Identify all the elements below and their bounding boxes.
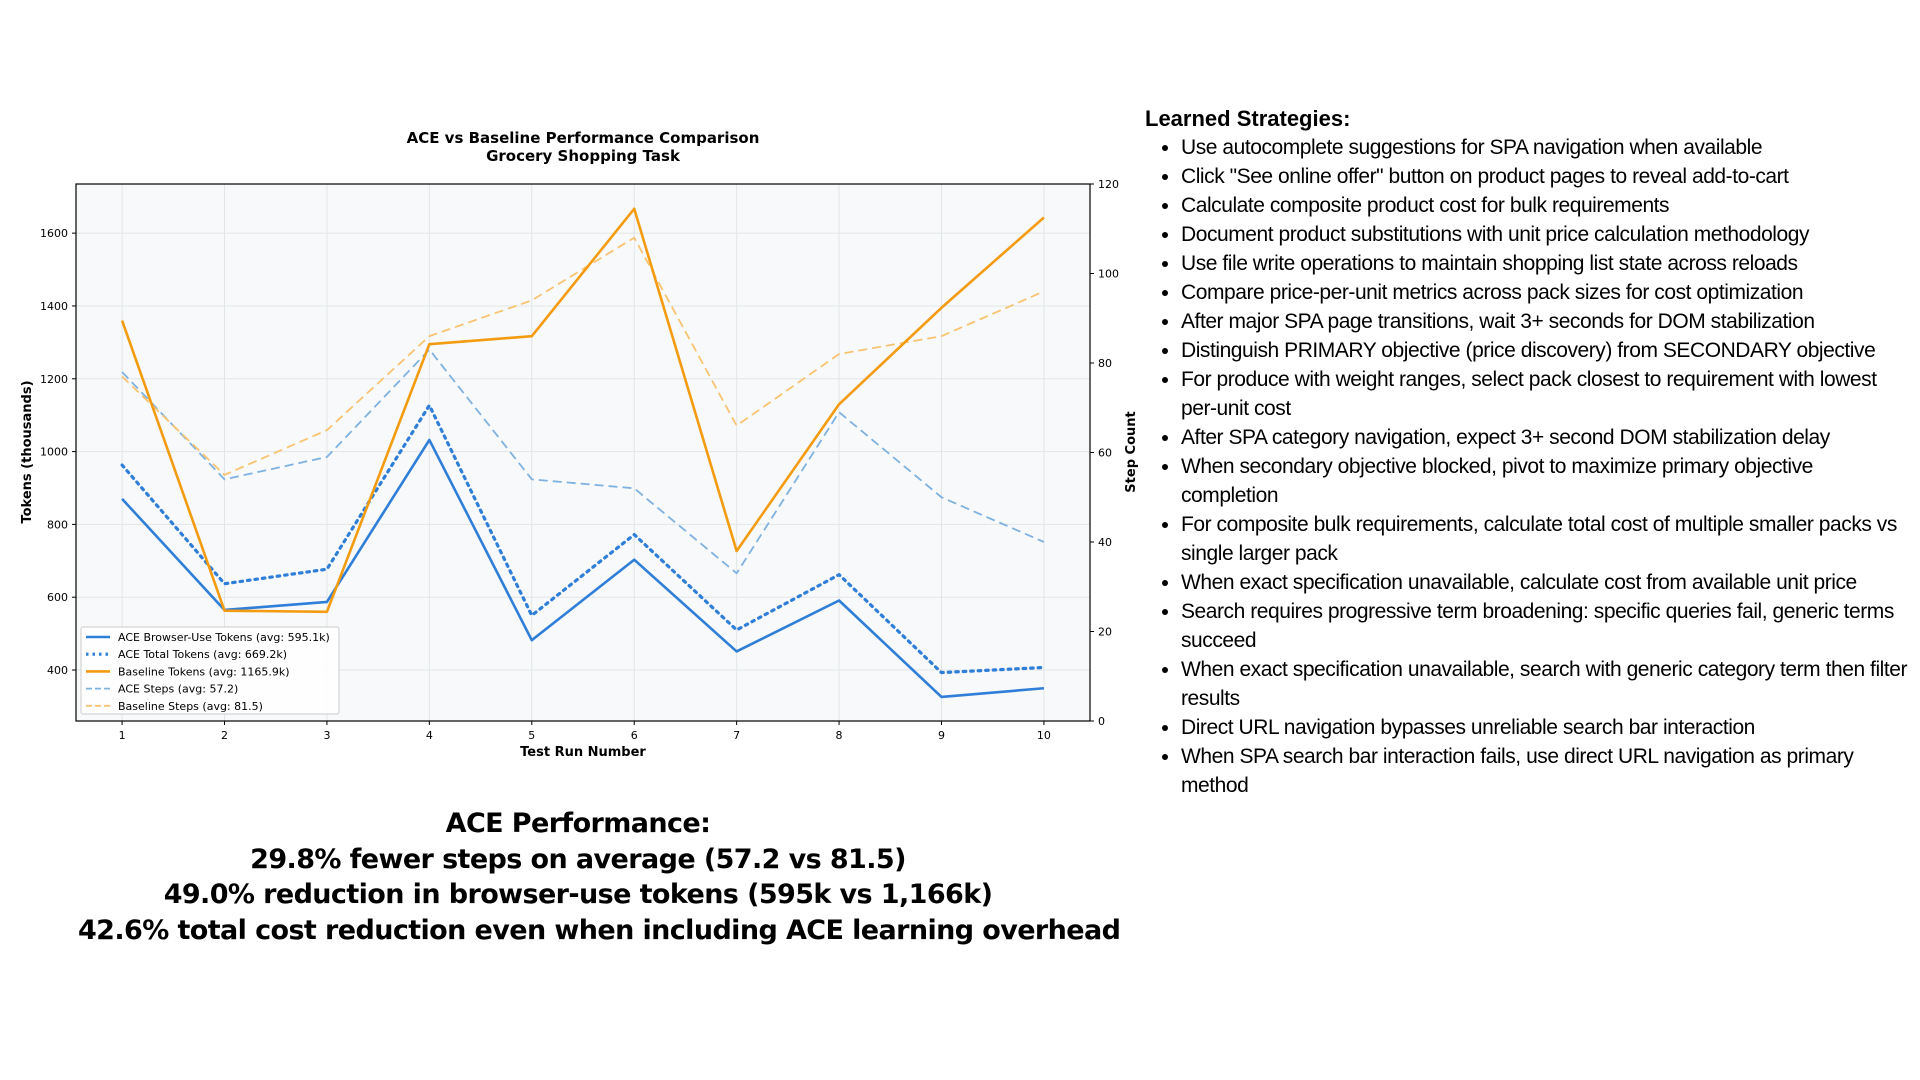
- y-right-tick-label: 20: [1098, 626, 1112, 639]
- strategy-item: When exact specification unavailable, ca…: [1181, 568, 1915, 597]
- x-tick-label: 9: [938, 729, 945, 742]
- strategy-item: Document product substitutions with unit…: [1181, 220, 1915, 249]
- y-axis-right-label: Step Count: [1124, 411, 1139, 492]
- performance-chart: ACE vs Baseline Performance Comparison G…: [20, 129, 1139, 760]
- x-tick-label: 8: [836, 729, 843, 742]
- y-right-tick-label: 120: [1098, 178, 1119, 191]
- summary-title: ACE Performance:: [445, 808, 711, 839]
- y-right-tick-label: 60: [1098, 447, 1112, 460]
- strategy-item: After SPA category navigation, expect 3+…: [1181, 423, 1915, 452]
- legend-label: ACE Steps (avg: 57.2): [118, 683, 238, 696]
- y-tick-label: 600: [47, 591, 68, 604]
- x-axis-label: Test Run Number: [520, 745, 646, 760]
- strategy-item: Calculate composite product cost for bul…: [1181, 191, 1915, 220]
- y-right-tick-label: 100: [1098, 268, 1119, 281]
- x-tick-label: 5: [528, 729, 535, 742]
- legend-label: Baseline Tokens (avg: 1165.9k): [118, 665, 290, 678]
- strategy-item: Search requires progressive term broaden…: [1181, 597, 1915, 655]
- strategy-item: Click "See online offer" button on produ…: [1181, 162, 1915, 191]
- x-tick-label: 1: [119, 729, 126, 742]
- strategy-item: Use autocomplete suggestions for SPA nav…: [1181, 133, 1915, 162]
- grid: [76, 184, 1090, 721]
- strategy-item: Compare price-per-unit metrics across pa…: [1181, 278, 1915, 307]
- legend-label: ACE Total Tokens (avg: 669.2k): [118, 648, 287, 661]
- y-right-tick-label: 80: [1098, 357, 1112, 370]
- y-tick-label: 1400: [40, 300, 68, 313]
- strategy-item: When exact specification unavailable, se…: [1181, 655, 1915, 713]
- summary-line: 29.8% fewer steps on average (57.2 vs 81…: [250, 843, 906, 875]
- performance-summary: ACE Performance: 29.8% fewer steps on av…: [78, 806, 1121, 948]
- y-right-tick-label: 40: [1098, 536, 1112, 549]
- strategy-item: When SPA search bar interaction fails, u…: [1181, 742, 1915, 800]
- x-tick-label: 4: [426, 729, 433, 742]
- x-tick-label: 10: [1037, 729, 1051, 742]
- summary-line: 49.0% reduction in browser-use tokens (5…: [163, 879, 993, 910]
- y-tick-label: 1200: [40, 373, 68, 386]
- strategy-item: For composite bulk requirements, calcula…: [1181, 510, 1915, 568]
- summary-line: 42.6% total cost reduction even when inc…: [78, 914, 1121, 946]
- legend: ACE Browser-Use Tokens (avg: 595.1k) ACE …: [80, 626, 340, 715]
- strategy-item: When secondary objective blocked, pivot …: [1181, 452, 1915, 510]
- strategies-list: Use autocomplete suggestions for SPA nav…: [1145, 133, 1915, 800]
- y-tick-label: 1000: [40, 446, 68, 459]
- legend-box: [80, 626, 340, 715]
- strategy-item: Direct URL navigation bypasses unreliabl…: [1181, 713, 1915, 742]
- strategies-title: Learned Strategies:: [1145, 106, 1351, 131]
- y-right-tick-label: 0: [1098, 715, 1105, 728]
- series-line: [121, 236, 1045, 476]
- series-lines: [120, 207, 1046, 699]
- x-tick-label: 3: [323, 729, 330, 742]
- chart-subtitle: Grocery Shopping Task: [486, 147, 681, 165]
- series-line: [121, 438, 1045, 699]
- x-tick-label: 2: [221, 729, 228, 742]
- strategy-item: Distinguish PRIMARY objective (price dis…: [1181, 336, 1915, 365]
- x-tick-label: 7: [733, 729, 740, 742]
- y-tick-label: 800: [47, 518, 68, 531]
- chart-title: ACE vs Baseline Performance Comparison: [407, 129, 760, 147]
- y-tick-label: 1600: [40, 227, 68, 240]
- x-tick-label: 6: [631, 729, 638, 742]
- legend-label: ACE Browser-Use Tokens (avg: 595.1k): [118, 631, 330, 644]
- legend-label: Baseline Steps (avg: 81.5): [118, 700, 263, 713]
- learned-strategies: Learned Strategies: Use autocomplete sug…: [1145, 104, 1915, 800]
- strategy-item: Use file write operations to maintain sh…: [1181, 249, 1915, 278]
- series-line: [121, 348, 1045, 575]
- strategy-item: After major SPA page transitions, wait 3…: [1181, 307, 1915, 336]
- strategy-item: For produce with weight ranges, select p…: [1181, 365, 1915, 423]
- y-axis-label: Tokens (thousands): [20, 380, 35, 523]
- series-line: [120, 403, 1046, 675]
- series-line: [120, 207, 1045, 614]
- y-tick-label: 400: [47, 664, 68, 677]
